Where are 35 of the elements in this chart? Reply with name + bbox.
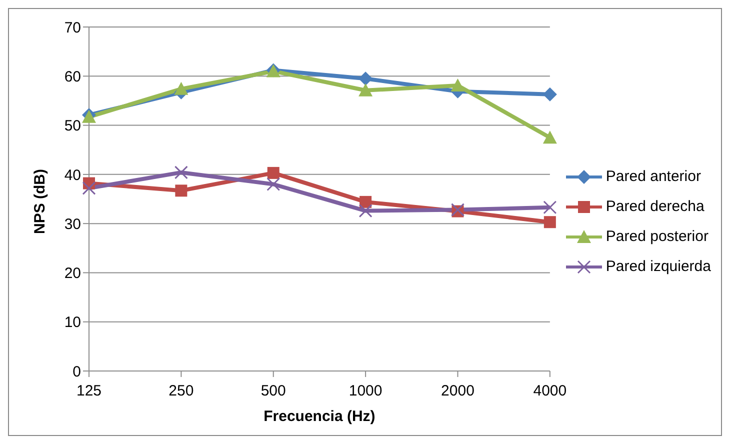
y-tick-label: 60 — [64, 68, 81, 86]
x-tick-label: 250 — [168, 382, 194, 400]
point — [358, 72, 373, 86]
point — [542, 130, 557, 144]
y-tick-label: 0 — [72, 363, 81, 380]
point — [542, 87, 557, 102]
point — [450, 78, 465, 92]
point — [360, 196, 372, 208]
point — [174, 82, 188, 95]
point — [358, 204, 372, 218]
x-tick-label: 500 — [260, 382, 286, 400]
legend-label: Pared derecha — [606, 197, 704, 217]
y-tick-label: 20 — [64, 265, 81, 282]
point — [543, 200, 557, 214]
point — [358, 83, 373, 96]
point — [174, 166, 188, 180]
point — [266, 178, 280, 192]
legend-label: Pared anterior — [606, 167, 701, 187]
point — [544, 216, 556, 228]
x-tick-label: 2000 — [441, 382, 474, 400]
y-tick-label: 10 — [64, 314, 81, 332]
legend-label: Pared izquierda — [606, 257, 711, 277]
y-axis-title: NPS (dB) — [31, 169, 48, 234]
point — [267, 166, 280, 179]
x-axis-title: Frecuencia (Hz) — [264, 408, 376, 425]
y-tick-label: 40 — [64, 166, 81, 184]
y-tick-label: 50 — [64, 118, 81, 135]
point — [175, 184, 188, 197]
legend-label: Pared posterior — [606, 227, 708, 247]
x-tick-label: 1000 — [348, 382, 382, 400]
x-tick-label: 4000 — [533, 382, 567, 400]
y-tick-label: 70 — [64, 19, 81, 36]
point — [82, 181, 96, 195]
y-tick-label: 30 — [64, 216, 81, 233]
x-tick-label: 125 — [76, 382, 102, 400]
